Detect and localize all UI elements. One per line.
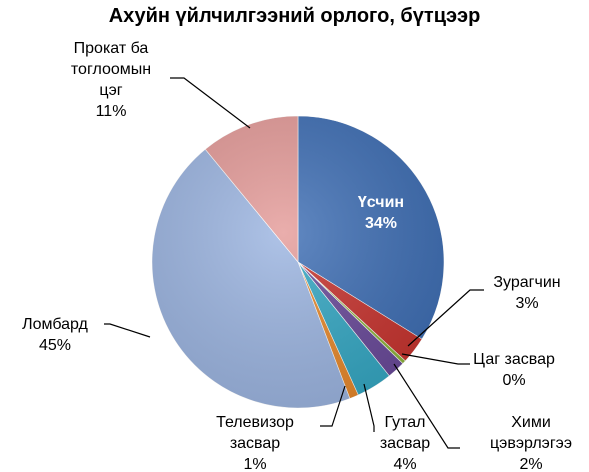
pie-shading (152, 116, 444, 408)
leader-line-5 (363, 383, 375, 432)
leader-line-2 (407, 289, 484, 347)
slice-label-line: Гутал (385, 414, 426, 431)
slice-label-line: Телевизор (216, 414, 294, 431)
slice-label-line: 4% (393, 456, 416, 472)
slice-label-line: 3% (515, 295, 538, 312)
slice-label-line: тоглоомын (71, 61, 151, 78)
slice-label-line: 2% (519, 456, 542, 472)
slice-label-line: Зурагчин (493, 274, 560, 291)
slice-label-2: Зурагчин 3% (493, 274, 560, 312)
slice-label-line: Үсчин (358, 194, 404, 211)
slice-label-1: Үсчин 34% (358, 194, 404, 232)
leader-line-6 (320, 385, 346, 427)
slice-label-line: 1% (243, 456, 266, 472)
slice-label-7: Ломбард 45% (22, 316, 88, 354)
slice-label-line: 11% (96, 103, 127, 120)
chart-title: Ахуйн үйлчилгээний орлого, бүтцээр (108, 5, 481, 27)
leader-line-3 (401, 353, 470, 365)
slice-label-3: Цаг засвар 0% (473, 351, 555, 389)
slice-label-line: 45% (39, 337, 71, 354)
slice-label-line: засвар (230, 435, 280, 452)
slice-label-line: 34% (365, 215, 397, 232)
slice-label-line: Ломбард (22, 316, 88, 333)
slice-label-line: Прокат ба (74, 40, 149, 57)
slice-label-line: Хими (511, 414, 551, 431)
slice-label-5: Гутал засвар 4% (380, 414, 430, 472)
slice-label-4: Хими цэвэрлэгээ 2% (490, 414, 572, 472)
slice-label-line: Цаг засвар (473, 351, 555, 368)
slice-label-line: цэг (99, 82, 122, 99)
leader-line-4 (393, 363, 460, 449)
leader-line-8 (170, 77, 251, 129)
slice-label-8: Прокат ба тоглоомын цэг 11% (71, 40, 151, 120)
slice-label-line: цэвэрлэгээ (490, 435, 572, 452)
slice-label-line: 0% (502, 372, 525, 389)
leader-line-7 (104, 323, 151, 338)
slice-label-6: Телевизор засвар 1% (216, 414, 294, 472)
slice-label-line: засвар (380, 435, 430, 452)
